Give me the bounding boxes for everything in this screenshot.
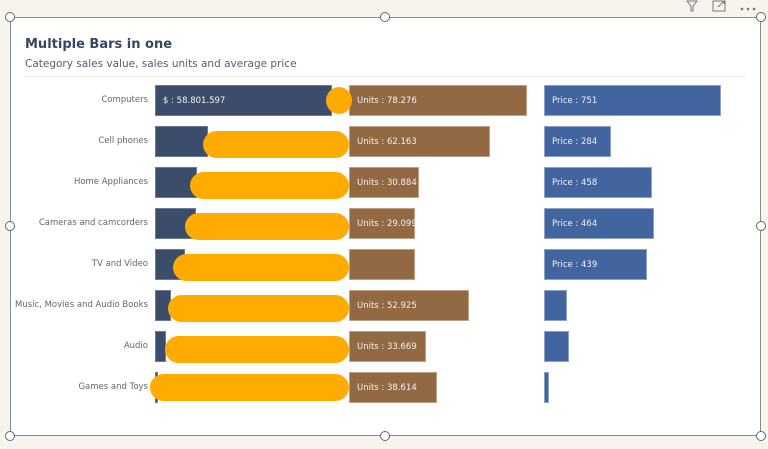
price-bar-label: Price : 439	[552, 259, 598, 270]
visual-title: Multiple Bars in one	[25, 37, 173, 52]
units-bar-label: Units : 33.669	[357, 341, 417, 352]
units-bar-label: Units : 78.276	[357, 95, 417, 106]
redaction-mark	[326, 87, 352, 114]
price-bar-label: Price : 284	[552, 136, 598, 147]
redaction-mark	[190, 172, 349, 199]
price-bar[interactable]: Price : 464	[544, 208, 654, 239]
category-label: Audio	[123, 341, 148, 351]
price-bar[interactable]	[544, 331, 569, 362]
units-bar[interactable]: Units : 33.669	[349, 331, 426, 362]
category-label: TV and Video	[91, 259, 148, 269]
resize-handle-middle-right[interactable]	[756, 221, 766, 231]
sales-bar-label: $ : 58.801.597	[163, 95, 226, 106]
price-bar-label: Price : 458	[552, 177, 598, 188]
visual-subtitle: Category sales value, sales units and av…	[25, 58, 297, 70]
sales-bar[interactable]	[155, 331, 166, 362]
units-bar[interactable]	[349, 249, 415, 280]
category-label: Home Appliances	[73, 177, 148, 187]
units-bar[interactable]: Units : 29.099	[349, 208, 417, 239]
sales-bar[interactable]	[155, 126, 209, 157]
units-bar-label: Units : 30.884	[357, 177, 417, 188]
resize-handle-top-right[interactable]	[756, 12, 766, 22]
category-label: Computers	[101, 95, 148, 105]
more-options-icon[interactable]	[740, 1, 756, 13]
units-bar-label: Units : 62.163	[357, 136, 417, 147]
category-label: Cameras and camcorders	[38, 218, 148, 228]
visual-header	[685, 0, 756, 14]
category-label: Music, Movies and Audio Books	[14, 300, 148, 310]
units-bar-label: Units : 29.099	[357, 218, 417, 229]
price-bar[interactable]: Price : 458	[544, 167, 652, 198]
price-bar[interactable]: Price : 439	[544, 249, 647, 280]
redaction-mark	[168, 295, 349, 322]
price-bar[interactable]	[544, 290, 567, 321]
redaction-mark	[165, 336, 349, 363]
resize-handle-bottom-center[interactable]	[380, 431, 390, 441]
units-bar[interactable]: Units : 62.163	[349, 126, 491, 157]
category-label: Cell phones	[98, 136, 148, 146]
resize-handle-bottom-right[interactable]	[756, 431, 766, 441]
focus-mode-icon[interactable]	[712, 0, 726, 14]
resize-handle-top-center[interactable]	[380, 12, 390, 22]
redaction-mark	[203, 131, 349, 158]
category-label: Games and Toys	[78, 382, 148, 392]
resize-handle-bottom-left[interactable]	[5, 431, 15, 441]
redaction-mark	[185, 213, 349, 240]
units-bar[interactable]: Units : 30.884	[349, 167, 420, 198]
resize-handle-middle-left[interactable]	[5, 221, 15, 231]
title-divider	[25, 76, 746, 77]
price-bar[interactable]	[544, 372, 550, 403]
price-bar-label: Price : 464	[552, 218, 598, 229]
resize-handle-top-left[interactable]	[5, 12, 15, 22]
redaction-mark	[150, 374, 349, 401]
filter-icon[interactable]	[685, 0, 699, 14]
units-bar-label: Units : 38.614	[357, 382, 417, 393]
units-bar[interactable]: Units : 38.614	[349, 372, 437, 403]
units-bar[interactable]: Units : 52.925	[349, 290, 470, 321]
price-bar[interactable]: Price : 751	[544, 85, 721, 116]
units-bar-label: Units : 52.925	[357, 300, 417, 311]
sales-bar[interactable]: $ : 58.801.597	[155, 85, 332, 116]
units-bar[interactable]: Units : 78.276	[349, 85, 527, 116]
price-bar[interactable]: Price : 284	[544, 126, 612, 157]
redaction-mark	[173, 254, 349, 281]
price-bar-label: Price : 751	[552, 95, 598, 106]
